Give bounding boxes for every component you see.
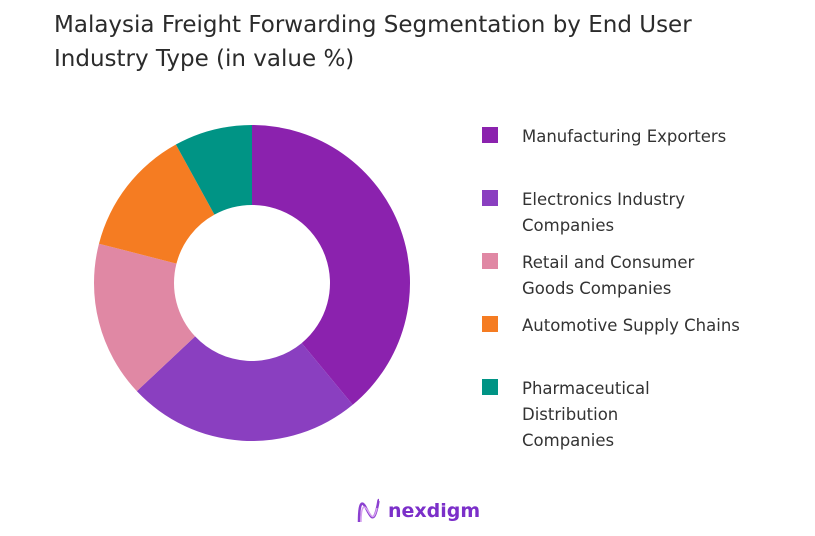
- legend-swatch: [482, 190, 498, 206]
- nexdigm-logo: nexdigm: [356, 498, 480, 524]
- legend-swatch: [482, 253, 498, 269]
- legend-swatch: [482, 316, 498, 332]
- donut-slice-3: [98, 144, 215, 264]
- nexdigm-logo-icon: [357, 498, 380, 523]
- legend-label: Manufacturing Exporters: [522, 127, 727, 146]
- legend-swatch: [482, 127, 498, 143]
- donut-slice-1: [136, 336, 353, 441]
- chart-title: Malaysia Freight Forwarding Segmentation…: [54, 12, 692, 72]
- legend-label: Electronics Industry Companies: [522, 190, 686, 235]
- legend-label: Automotive Supply Chains: [522, 316, 740, 335]
- donut-slice-2: [93, 243, 196, 392]
- legend-label: Retail and Consumer Goods Companies: [522, 253, 695, 298]
- donut-slice-0: [252, 125, 410, 405]
- legend-swatch: [482, 379, 498, 395]
- donut-slice-4: [175, 125, 252, 215]
- legend-label: Pharmaceutical Distribution Companies: [522, 379, 650, 450]
- logo-text: nexdigm: [388, 500, 481, 522]
